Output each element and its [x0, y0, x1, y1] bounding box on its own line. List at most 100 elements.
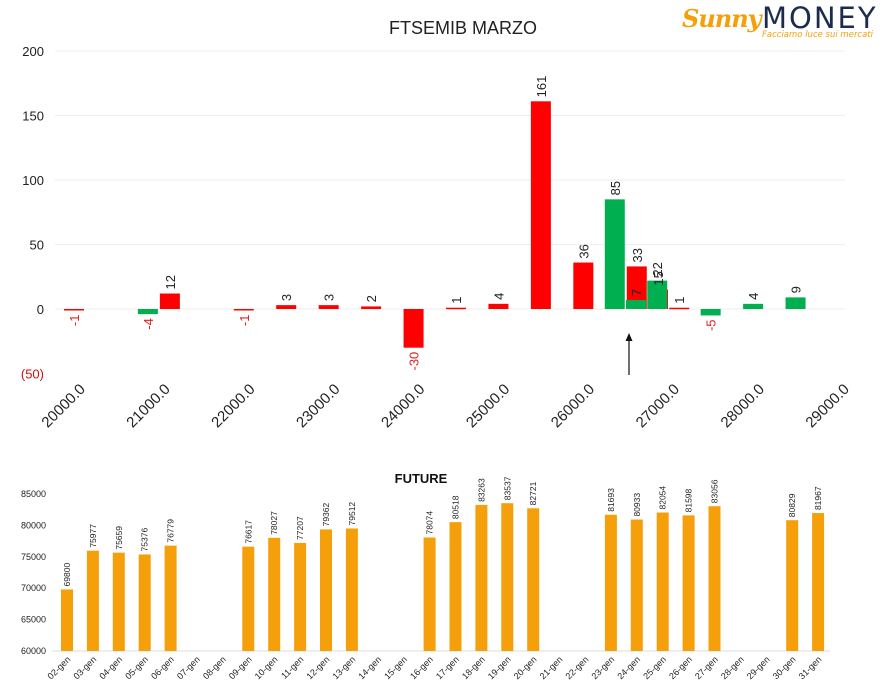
chart2-x-tick: 12-gen — [305, 654, 332, 681]
chart2-data-label: 83056 — [710, 479, 720, 503]
chart1-x-tick: 27000.0 — [633, 381, 683, 431]
chart2-data-label: 83537 — [502, 476, 512, 500]
chart1-data-label: 3 — [322, 294, 337, 301]
chart1-data-label: 161 — [534, 76, 549, 98]
chart2-bar — [294, 542, 307, 651]
chart1-data-label: -5 — [704, 319, 719, 331]
chart2-data-label: 78027 — [269, 511, 279, 535]
chart2-x-tick: 15-gen — [382, 654, 409, 681]
chart2-bar — [604, 514, 617, 651]
chart2-bar — [268, 537, 281, 651]
chart2-x-tick: 08-gen — [201, 654, 228, 681]
chart2-data-label: 69800 — [62, 563, 72, 587]
chart1-bar — [700, 309, 721, 316]
chart2-x-tick: 19-gen — [486, 654, 513, 681]
chart1-data-label: -30 — [407, 352, 422, 371]
chart2-y-tick: 65000 — [21, 615, 46, 625]
chart1-bar — [743, 303, 764, 309]
chart2-x-tick: 28-gen — [719, 654, 746, 681]
chart2-bar — [630, 519, 643, 651]
chart2-bar — [656, 512, 669, 651]
chart2-y-tick: 80000 — [21, 520, 46, 530]
chart2-bar — [527, 508, 540, 651]
chart2-data-label: 77207 — [295, 516, 305, 540]
chart2-x-tick: 17-gen — [434, 654, 461, 681]
chart1-y-tick: 50 — [30, 238, 44, 253]
chart2-x-tick: 10-gen — [253, 654, 280, 681]
chart2-bar — [112, 552, 125, 651]
chart1-x-tick: 20000.0 — [38, 381, 88, 431]
chart2-data-label: 80829 — [787, 493, 797, 517]
chart2-data-label: 81967 — [813, 486, 823, 510]
chart2-data-label: 75977 — [88, 524, 98, 548]
chart2-x-tick: 31-gen — [797, 654, 824, 681]
chart2-x-tick: 24-gen — [615, 654, 642, 681]
chart2-x-tick: 21-gen — [538, 654, 565, 681]
chart2-data-label: 76617 — [243, 520, 253, 544]
chart1-data-label: 33 — [630, 248, 645, 262]
chart2-x-tick: 16-gen — [408, 654, 435, 681]
chart1-x-tick: 28000.0 — [718, 381, 768, 431]
chart1-x-tick: 21000.0 — [123, 381, 173, 431]
chart2-bar — [164, 545, 177, 651]
chart1-bar — [64, 309, 84, 311]
chart2-y-tick: 85000 — [21, 489, 46, 499]
chart1-data-label: 36 — [576, 244, 591, 258]
chart1-data-label: 4 — [746, 293, 761, 300]
chart2-data-label: 75659 — [114, 526, 124, 550]
chart2-data-label: 82721 — [528, 481, 538, 505]
chart2-y-tick: 60000 — [21, 646, 46, 656]
chart1-data-label: -1 — [237, 315, 252, 327]
chart1-data-label: 12 — [163, 275, 178, 289]
chart1-bar — [604, 199, 625, 309]
chart2-data-label: 76779 — [166, 519, 176, 543]
chart2-x-tick: 06-gen — [149, 654, 176, 681]
chart2-bar — [345, 528, 358, 651]
chart2-data-label: 78074 — [425, 511, 435, 535]
chart1-bar — [785, 297, 806, 309]
chart2-bar — [475, 504, 488, 651]
chart1-data-label: 22 — [650, 262, 665, 276]
chart2-data-label: 82054 — [658, 486, 668, 510]
chart2-data-label: 79512 — [347, 502, 357, 526]
chart2-bar — [812, 513, 825, 651]
chart2-x-tick: 25-gen — [641, 654, 668, 681]
chart1-bar — [647, 280, 668, 309]
chart2-bar — [708, 506, 721, 651]
chart2-x-tick: 20-gen — [512, 654, 539, 681]
chart2-x-tick: 14-gen — [356, 654, 383, 681]
chart2-bar — [423, 537, 436, 651]
chart1-data-label: 7 — [629, 289, 644, 296]
logo-sunny-text: Sunny — [682, 4, 762, 33]
chart2-data-label: 75376 — [140, 528, 150, 552]
chart2-bar — [138, 554, 151, 651]
chart2-x-tick: 22-gen — [564, 654, 591, 681]
chart2-bar — [501, 503, 514, 651]
logo-tagline: Facciamo luce sui mercati — [762, 30, 874, 40]
sunny-money-logo: Sunny MONEY Facciamo luce sui mercati — [682, 1, 882, 42]
chart2-x-tick: 23-gen — [589, 654, 616, 681]
chart2-x-tick: 05-gen — [123, 654, 150, 681]
chart1-y-tick: (50) — [21, 367, 44, 382]
chart1-data-label: 4 — [491, 293, 506, 300]
chart2-x-tick: 26-gen — [667, 654, 694, 681]
chart1-bar — [626, 266, 647, 309]
chart2-x-tick: 18-gen — [460, 654, 487, 681]
chart1-x-tick: 24000.0 — [378, 381, 428, 431]
chart2-x-tick: 09-gen — [227, 654, 254, 681]
chart2-bar — [61, 589, 73, 651]
chart1-bar — [626, 299, 646, 309]
chart2-x-tick: 02-gen — [46, 654, 73, 681]
chart1-data-label: 2 — [364, 295, 379, 302]
chart2-x-tick: 29-gen — [745, 654, 772, 681]
chart1-y-tick: 100 — [22, 173, 44, 188]
chart1-title: FTSEMIB MARZO — [389, 18, 537, 38]
chart1-bar — [488, 303, 509, 309]
chart1-bar — [446, 307, 466, 310]
chart1-data-label: 15 — [651, 271, 666, 285]
chart1-data-label: 85 — [608, 181, 623, 195]
chart1-x-tick: 25000.0 — [463, 381, 513, 431]
chart1-data-label: -4 — [141, 318, 156, 330]
chart2-bar — [449, 522, 462, 651]
